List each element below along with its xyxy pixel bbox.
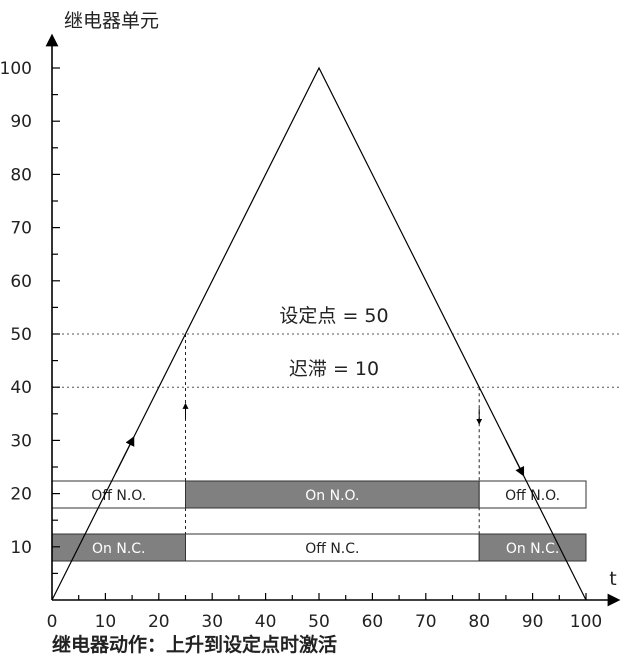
y-tick-label: 50 bbox=[10, 325, 32, 345]
band-no-on-label: On N.O. bbox=[305, 488, 359, 504]
band-nc-on-left-label: On N.C. bbox=[92, 541, 146, 557]
hysteresis-label: 迟滞 = 10 bbox=[289, 358, 379, 380]
x-tick-label: 20 bbox=[148, 612, 170, 632]
x-tick-label: 100 bbox=[570, 612, 602, 632]
x-tick-label: 50 bbox=[308, 612, 330, 632]
band-nc-off bbox=[185, 533, 480, 562]
band-no-off-left bbox=[51, 480, 186, 509]
y-tick-label: 40 bbox=[10, 378, 32, 398]
y-tick-label: 30 bbox=[10, 431, 32, 451]
band-no-on bbox=[185, 480, 480, 509]
y-axis-ticks bbox=[52, 67, 60, 575]
band-nc-on-right bbox=[478, 533, 587, 562]
y-axis-tick-labels: 10 20 30 40 50 60 70 80 90 100 bbox=[0, 59, 32, 558]
y-tick-label: 90 bbox=[10, 112, 32, 132]
y-tick-label: 60 bbox=[10, 272, 32, 292]
y-tick-label: 10 bbox=[10, 538, 32, 558]
x-tick-label: 90 bbox=[522, 612, 544, 632]
setpoint-label: 设定点 = 50 bbox=[279, 305, 388, 327]
y-tick-label: 100 bbox=[0, 59, 32, 79]
band-nc-off-label: Off N.C. bbox=[305, 541, 359, 557]
x-axis-ticks bbox=[78, 593, 587, 600]
x-tick-label: 30 bbox=[201, 612, 223, 632]
y-tick-label: 80 bbox=[10, 165, 32, 185]
relay-state-bands: Off N.O. On N.O. Off N.O. On N.C. Off N.… bbox=[51, 480, 587, 562]
falling-direction-arrow bbox=[505, 440, 525, 477]
band-no-off-left-label: Off N.O. bbox=[91, 488, 146, 504]
x-tick-label: 80 bbox=[468, 612, 490, 632]
y-axis-label: 继电器单元 bbox=[64, 10, 159, 32]
rising-direction-arrow bbox=[115, 436, 135, 473]
x-tick-label: 70 bbox=[415, 612, 437, 632]
caption: 继电器动作：上升到设定点时激活 bbox=[52, 633, 337, 656]
x-axis-tick-labels: 0 10 20 30 40 50 60 70 80 90 100 bbox=[47, 612, 603, 632]
y-tick-label: 70 bbox=[10, 219, 32, 239]
x-axis-label: t bbox=[609, 568, 616, 590]
band-nc-on-right-label: On N.C. bbox=[506, 541, 560, 557]
x-tick-label: 60 bbox=[362, 612, 384, 632]
x-tick-label: 10 bbox=[95, 612, 117, 632]
x-tick-label: 0 bbox=[47, 612, 58, 632]
signal-triangle-line bbox=[51, 66, 587, 601]
x-tick-label: 40 bbox=[255, 612, 277, 632]
y-tick-label: 20 bbox=[10, 485, 32, 505]
band-no-off-right-label: Off N.O. bbox=[505, 488, 560, 504]
